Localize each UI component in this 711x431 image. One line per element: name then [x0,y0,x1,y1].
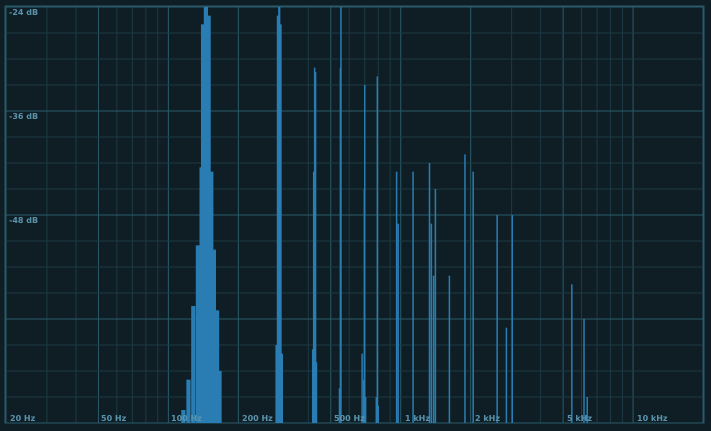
spectrum-bar [586,397,588,423]
spectrum-bar [206,15,211,423]
freq-label-5khz: 5 kHz [567,414,592,423]
spectrum-bar [432,275,435,423]
spectrum-bar [571,284,573,423]
spectrum-bar [395,171,398,423]
spectrum-bar [496,215,498,423]
spectrum-bar [428,163,431,423]
spectrum-bar [209,171,214,423]
spectrum-bar [361,353,363,423]
spectrum-bar [203,7,208,423]
db-label-top: -24 dB [9,8,38,17]
spectrum-bar [279,24,282,424]
spectrum-bar [364,397,367,423]
spectrum-bar [340,7,342,423]
spectrum-bar [211,249,217,423]
spectrum-bar [312,171,315,423]
spectrum-bars [181,7,588,424]
spectrum-bar [280,353,283,423]
grid-lines [5,6,704,424]
spectrum-bar [195,245,201,423]
spectrum-bar [191,306,196,423]
freq-label-2khz: 2 kHz [475,414,500,423]
db-label-low: -48 dB [9,216,38,225]
spectrum-bar [430,223,433,423]
spectrum-bar [397,223,399,423]
spectrum-bar [412,171,414,423]
spectrum-bar [276,15,279,423]
db-label-mid: -36 dB [9,112,38,121]
spectrum-bar [464,154,466,423]
freq-label-10khz: 10 kHz [637,414,668,423]
spectrum-bar [434,189,437,423]
spectrum-bar [275,345,278,423]
spectrum-bar [278,7,281,423]
freq-label-1khz: 1 kHz [405,414,430,423]
spectrum-bar [377,405,379,423]
spectrum-bar [376,76,379,423]
spectrum-bar [311,349,314,423]
spectrum-bar [217,371,222,423]
spectrum-bar [214,310,220,423]
axis-labels: -24 dB -36 dB -48 dB 20 Hz 50 Hz 100 Hz … [9,8,668,423]
spectrum-bar [181,410,186,423]
spectrum-bar [200,24,206,424]
spectrum-bar [313,67,316,424]
spectrum-bar [511,215,513,423]
spectrum-bar [186,379,191,423]
spectrum-bar [583,319,585,423]
freq-label-200hz: 200 Hz [242,414,273,423]
spectrum-bar [472,171,474,423]
spectrum-bar [338,388,341,423]
spectrum-bar [375,397,378,423]
freq-label-20hz: 20 Hz [10,414,36,423]
spectrum-bar [363,85,366,423]
freq-label-100hz: 100 Hz [171,414,202,423]
freq-label-500hz: 500 Hz [334,414,365,423]
freq-label-50hz: 50 Hz [101,414,127,423]
spectrum-bar [505,327,508,423]
spectrum-bar [448,275,451,423]
spectrum-bar [314,72,317,423]
spectrum-bar [315,362,318,423]
